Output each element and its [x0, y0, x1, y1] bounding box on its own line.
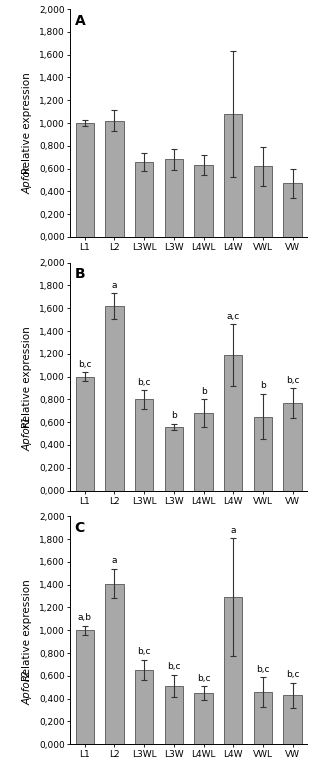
Text: b: b [260, 381, 266, 390]
Bar [283, 184, 302, 237]
Bar [254, 166, 272, 237]
Bar [254, 416, 272, 490]
Y-axis label: Relative expression
Apfor: Relative expression Apfor [0, 764, 1, 765]
Text: b,c: b,c [167, 662, 181, 671]
Text: b,c: b,c [137, 647, 151, 656]
Text: Relative expression: Relative expression [22, 72, 32, 174]
Text: a,b: a,b [78, 614, 92, 622]
Text: B: B [74, 267, 85, 282]
Text: b,c: b,c [286, 670, 299, 679]
Bar [165, 159, 183, 237]
Bar [105, 121, 124, 237]
Bar [135, 161, 153, 237]
Bar [135, 399, 153, 490]
Text: Apfor1: Apfor1 [22, 416, 32, 451]
Text: b,c: b,c [78, 360, 91, 369]
Text: b,c: b,c [197, 674, 210, 682]
Y-axis label: Relative expression
Apfor2: Relative expression Apfor2 [0, 764, 1, 765]
Bar [165, 686, 183, 744]
Y-axis label: Relative expression
Apfor1: Relative expression Apfor1 [0, 764, 1, 765]
Bar [75, 630, 94, 744]
Text: a,c: a,c [227, 312, 240, 321]
Bar [283, 695, 302, 744]
Bar [283, 403, 302, 490]
Bar [105, 584, 124, 744]
Text: b: b [201, 387, 206, 396]
Bar [105, 306, 124, 490]
Bar [75, 123, 94, 237]
Bar [165, 427, 183, 490]
Bar [254, 692, 272, 744]
Text: a: a [230, 526, 236, 535]
Bar [224, 597, 242, 744]
Bar [194, 165, 213, 237]
Text: b,c: b,c [286, 376, 299, 385]
Text: A: A [74, 14, 85, 28]
Text: a: a [112, 281, 117, 290]
Text: Relative expression: Relative expression [22, 579, 32, 681]
Text: C: C [74, 521, 85, 535]
Text: a: a [112, 556, 117, 565]
Bar [224, 114, 242, 237]
Bar [194, 693, 213, 744]
Bar [224, 355, 242, 490]
Text: b,c: b,c [137, 378, 151, 387]
Text: Apfor2: Apfor2 [22, 670, 32, 705]
Text: b: b [171, 412, 177, 421]
Text: b,c: b,c [256, 665, 269, 673]
Bar [75, 376, 94, 490]
Text: Relative expression: Relative expression [22, 326, 32, 428]
Bar [135, 670, 153, 744]
Text: Apfor: Apfor [22, 166, 32, 194]
Bar [194, 413, 213, 490]
